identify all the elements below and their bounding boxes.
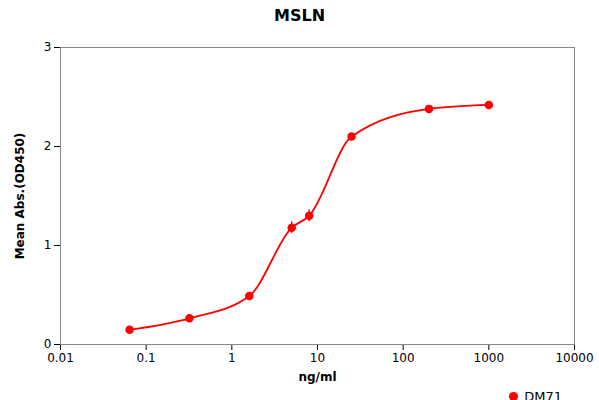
svg-text:0: 0: [44, 337, 52, 351]
html-text:MSLN: MSLN: [274, 6, 325, 25]
svg-text:3: 3: [44, 40, 52, 54]
svg-text:ng/ml: ng/ml: [298, 370, 336, 384]
svg-text:10: 10: [310, 351, 325, 365]
svg-text:10000: 10000: [555, 351, 593, 365]
svg-text:0.01: 0.01: [47, 351, 74, 365]
svg-text:1000: 1000: [474, 351, 505, 365]
svg-text:1: 1: [44, 238, 52, 252]
svg-text:Mean Abs.(OD450): Mean Abs.(OD450): [13, 133, 27, 260]
svg-text:2: 2: [44, 139, 52, 153]
svg-text:0.1: 0.1: [137, 351, 156, 365]
svg-text:1: 1: [228, 351, 236, 365]
svg-text:100: 100: [392, 351, 415, 365]
